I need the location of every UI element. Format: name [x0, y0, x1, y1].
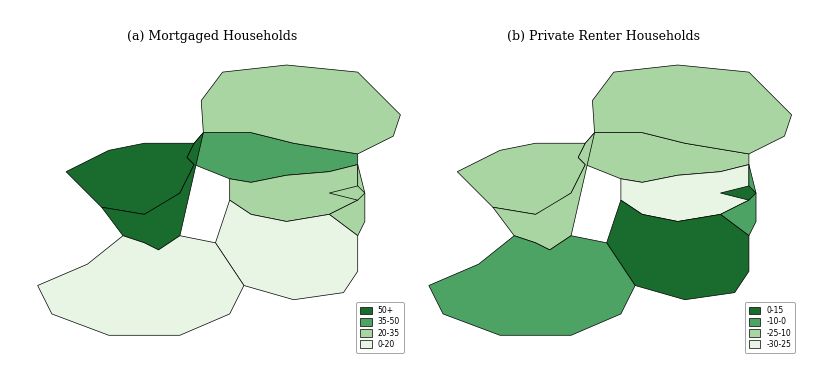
PathPatch shape	[215, 200, 358, 300]
PathPatch shape	[102, 133, 204, 250]
PathPatch shape	[720, 165, 756, 236]
Title: (b) Private Renter Households: (b) Private Renter Households	[507, 29, 699, 43]
PathPatch shape	[329, 165, 365, 236]
PathPatch shape	[621, 165, 749, 222]
PathPatch shape	[720, 186, 756, 200]
Legend: 50+, 35-50, 20-35, 0-20: 50+, 35-50, 20-35, 0-20	[356, 302, 403, 353]
PathPatch shape	[606, 200, 749, 300]
PathPatch shape	[230, 165, 358, 222]
PathPatch shape	[187, 133, 358, 182]
PathPatch shape	[493, 133, 595, 250]
Title: (a) Mortgaged Households: (a) Mortgaged Households	[127, 29, 297, 43]
PathPatch shape	[66, 143, 194, 214]
PathPatch shape	[37, 236, 244, 335]
Legend: 0-15, -10-0, -25-10, -30-25: 0-15, -10-0, -25-10, -30-25	[745, 302, 795, 353]
PathPatch shape	[593, 65, 791, 154]
PathPatch shape	[457, 143, 585, 214]
PathPatch shape	[201, 65, 400, 154]
PathPatch shape	[429, 236, 635, 335]
PathPatch shape	[329, 186, 365, 200]
PathPatch shape	[578, 133, 749, 182]
